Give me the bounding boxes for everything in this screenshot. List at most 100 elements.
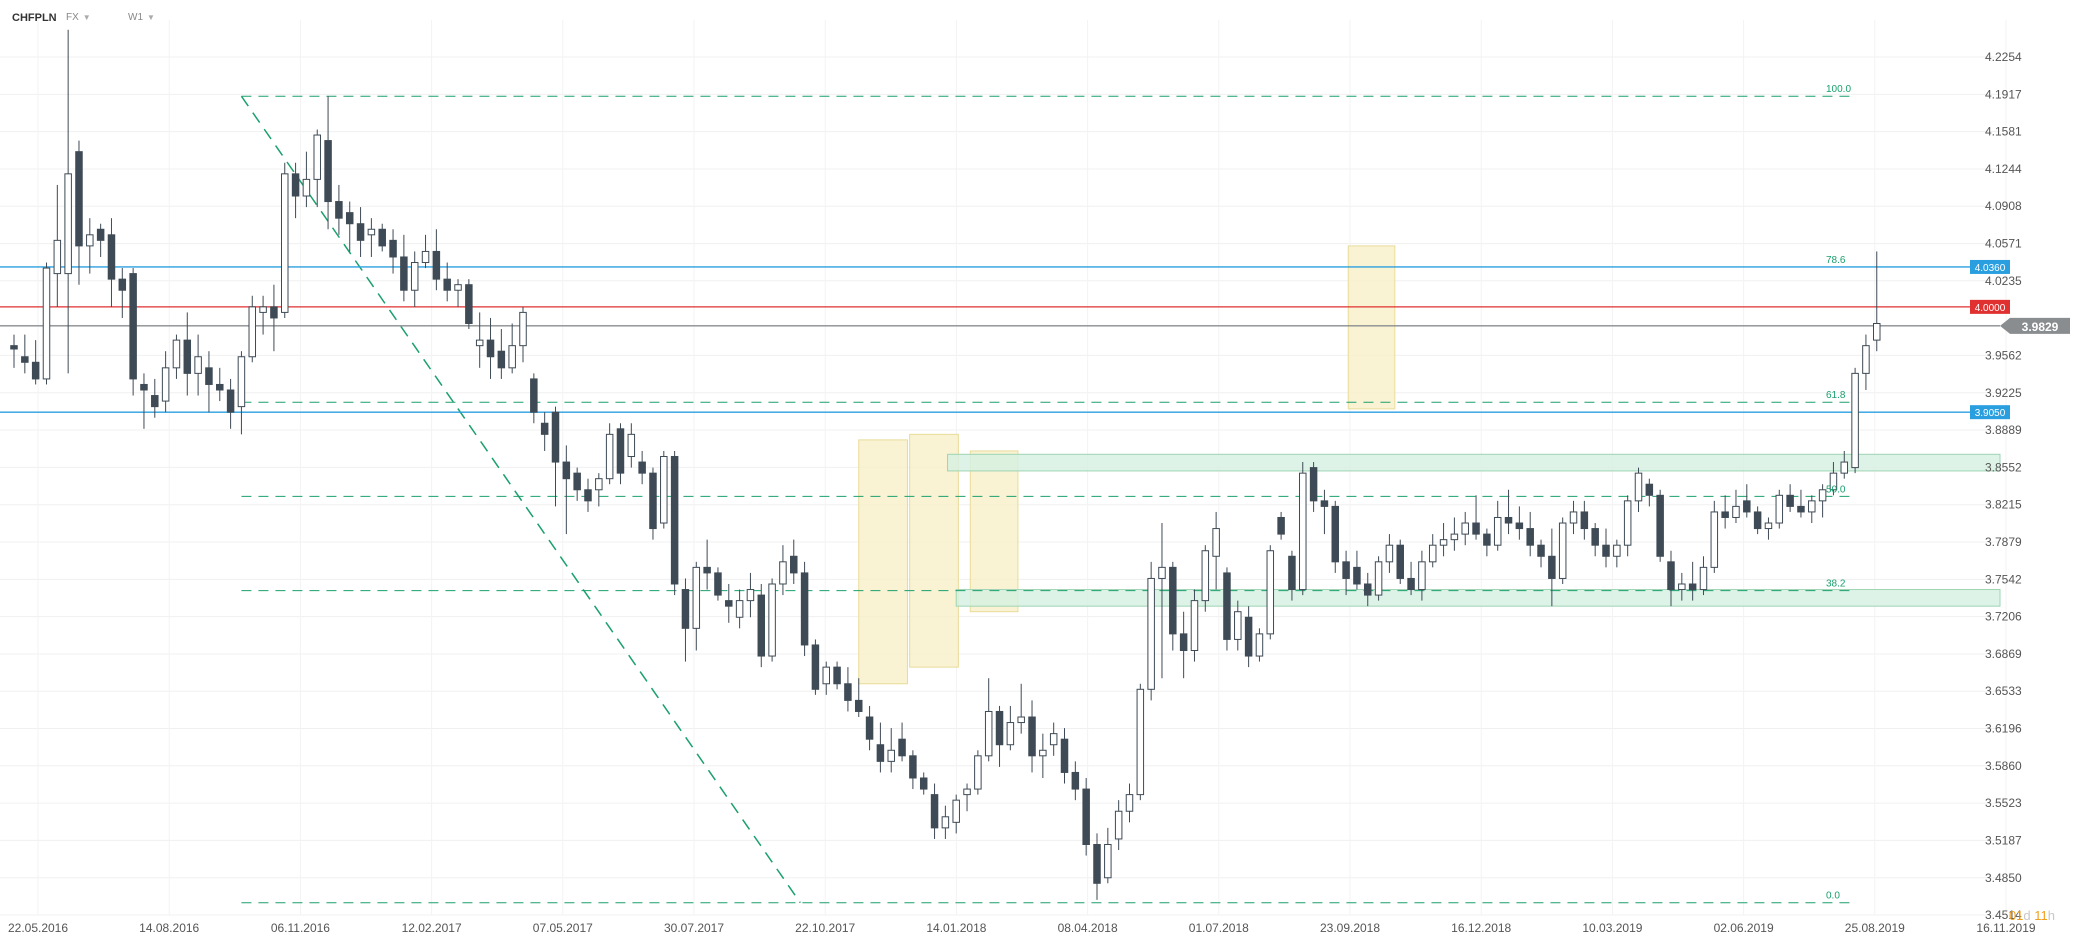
y-tick-label: 3.7879 bbox=[1985, 535, 2022, 549]
x-tick-label: 08.04.2018 bbox=[1058, 921, 1118, 935]
candle-body bbox=[1732, 505, 1740, 518]
candle-body bbox=[605, 433, 614, 480]
candle-body bbox=[584, 489, 592, 502]
candle-body bbox=[1212, 528, 1220, 557]
candle-body bbox=[649, 472, 657, 530]
chevron-down-icon: ▼ bbox=[82, 13, 91, 22]
candle-body bbox=[1461, 522, 1469, 535]
x-tick-label: 14.08.2016 bbox=[139, 921, 199, 935]
timeframe-label: W1 bbox=[128, 12, 143, 23]
candle-body bbox=[75, 151, 83, 247]
candle-body bbox=[844, 683, 852, 701]
y-tick-label: 3.7542 bbox=[1985, 572, 2022, 586]
highlight-zone bbox=[947, 453, 2001, 472]
countdown-hours-unit: h bbox=[2047, 908, 2055, 923]
candle-body bbox=[1396, 544, 1404, 579]
y-tick-label: 4.1581 bbox=[1985, 125, 2022, 139]
candle-body bbox=[237, 356, 246, 408]
y-tick-label: 4.0571 bbox=[1985, 237, 2022, 251]
candle-body bbox=[573, 472, 581, 491]
candle-body bbox=[1147, 577, 1155, 690]
candle-body bbox=[1201, 550, 1210, 602]
market-selector[interactable]: FX ▼ bbox=[66, 12, 91, 23]
x-tick-label: 07.05.2017 bbox=[533, 921, 593, 935]
candle-body bbox=[779, 561, 787, 585]
candle-body bbox=[876, 744, 885, 762]
candle-countdown: 01d 11h bbox=[2009, 908, 2055, 923]
candle-body bbox=[356, 223, 365, 241]
candle-body bbox=[53, 239, 62, 275]
candle-body bbox=[216, 383, 224, 391]
x-tick-label: 16.12.2018 bbox=[1451, 921, 1511, 935]
timeframe-selector[interactable]: W1 ▼ bbox=[128, 12, 155, 23]
y-tick-label: 4.1917 bbox=[1985, 87, 2022, 101]
candle-body bbox=[324, 140, 332, 203]
candle-body bbox=[64, 173, 72, 275]
y-tick-label: 3.4514 bbox=[1985, 908, 2022, 922]
candle-body bbox=[1613, 544, 1621, 557]
price-tag bbox=[1970, 299, 2010, 314]
candle-body bbox=[389, 239, 397, 258]
fib-level-label: 78.6 bbox=[1826, 255, 1846, 266]
candle-body bbox=[692, 566, 701, 629]
candle-body bbox=[1483, 533, 1491, 546]
candle-body bbox=[941, 816, 950, 829]
candle-body bbox=[432, 250, 441, 280]
candle-body bbox=[1017, 716, 1025, 724]
candle-body bbox=[1082, 788, 1090, 845]
candle-body bbox=[681, 589, 690, 629]
candle-body bbox=[1244, 616, 1253, 657]
candle-body bbox=[1786, 494, 1794, 507]
candle-body bbox=[1071, 771, 1080, 790]
y-tick-label: 4.2254 bbox=[1985, 50, 2022, 64]
candle-body bbox=[670, 456, 679, 585]
candle-body bbox=[551, 411, 560, 463]
candle-body bbox=[194, 356, 202, 374]
x-tick-label: 10.03.2019 bbox=[1582, 921, 1642, 935]
fib-level-label: 61.8 bbox=[1826, 390, 1846, 401]
current-price-tag bbox=[2000, 317, 2070, 334]
y-tick-label: 3.4850 bbox=[1985, 871, 2022, 885]
candle-body bbox=[1093, 843, 1101, 884]
candle-body bbox=[898, 738, 906, 757]
candle-body bbox=[1158, 566, 1166, 579]
candle-body bbox=[86, 234, 94, 247]
candle-body bbox=[465, 284, 473, 324]
candle-body bbox=[1808, 500, 1816, 513]
candle-body bbox=[454, 284, 462, 291]
candle-body bbox=[800, 572, 809, 646]
candle-body bbox=[1493, 516, 1502, 546]
price-tag bbox=[1970, 259, 2010, 274]
candle-body bbox=[1353, 566, 1361, 585]
countdown-hours: 11 bbox=[2034, 908, 2048, 923]
y-tick-label: 4.0235 bbox=[1985, 274, 2022, 288]
candle-body bbox=[725, 600, 733, 607]
candle-body bbox=[822, 666, 830, 685]
candle-body bbox=[1753, 511, 1762, 530]
x-tick-label: 25.08.2019 bbox=[1845, 921, 1905, 935]
candle-body bbox=[1634, 472, 1643, 502]
candle-body bbox=[118, 278, 127, 291]
candle-body bbox=[475, 339, 484, 347]
candle-body bbox=[183, 339, 192, 374]
symbol-label[interactable]: CHFPLN bbox=[12, 12, 57, 24]
candle-body bbox=[595, 478, 603, 491]
candle-body bbox=[530, 378, 538, 413]
candle-body bbox=[1580, 511, 1589, 530]
candle-body bbox=[1710, 511, 1719, 568]
candle-body bbox=[367, 228, 376, 236]
candle-body bbox=[714, 572, 722, 596]
candle-body bbox=[508, 345, 516, 369]
candle-body bbox=[421, 250, 430, 264]
fib-level-label: 0.0 bbox=[1826, 891, 1840, 902]
highlight-zone bbox=[909, 433, 959, 668]
y-tick-label: 3.9225 bbox=[1985, 386, 2022, 400]
highlight-zone bbox=[1347, 245, 1396, 410]
candle-body bbox=[1060, 738, 1069, 773]
candle-body bbox=[909, 755, 917, 779]
candle-body bbox=[1721, 511, 1729, 518]
candle-body bbox=[833, 666, 841, 685]
candle-body bbox=[291, 173, 300, 197]
x-tick-label: 22.05.2016 bbox=[8, 921, 68, 935]
